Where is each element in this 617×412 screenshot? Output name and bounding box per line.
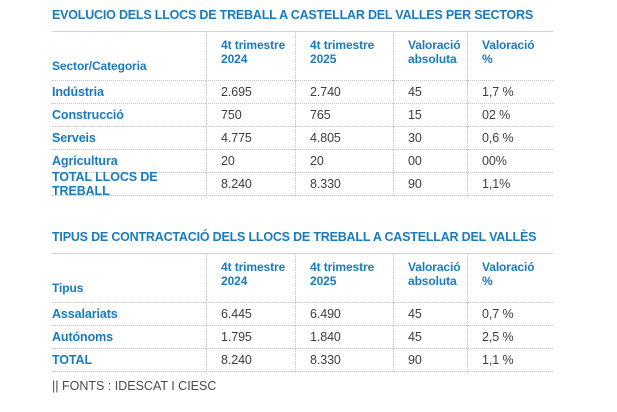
cell-value: 750 [206, 104, 295, 127]
column-header-line: absoluta [408, 274, 457, 288]
column-header-valoracio-pct: Valoració % [467, 254, 553, 303]
row-label-industria: Indústria [52, 81, 206, 104]
page-title-contractacio: TIPUS DE CONTRACTACIÓ DELS LLOCS DE TREB… [52, 230, 537, 244]
column-header-line: Valoració [482, 38, 535, 52]
column-header-line: 4t trimestre [221, 38, 286, 52]
row-label-assalariats: Assalariats [52, 303, 206, 326]
cell-value: 30 [393, 127, 467, 150]
column-header-tipus: Tipus [52, 254, 206, 303]
row-label-total: TOTAL [52, 349, 206, 372]
cell-value: 4.805 [295, 127, 393, 150]
cell-value: 20 [206, 150, 295, 173]
cell-value: 00% [467, 150, 553, 173]
column-header-line: Valoració [408, 38, 461, 52]
cell-value: 8.240 [206, 349, 295, 372]
column-header-4t-trimestre-2024: 4t trimestre 2024 [206, 32, 295, 81]
cell-value: 8.240 [206, 173, 295, 196]
cell-value: 6.445 [206, 303, 295, 326]
cell-value: 2.695 [206, 81, 295, 104]
cell-value: 1.795 [206, 326, 295, 349]
column-header-sector-categoria: Sector/Categoria [52, 32, 206, 81]
cell-value: 90 [393, 349, 467, 372]
column-header-line: 2024 [221, 274, 248, 288]
cell-value: 2,5 % [467, 326, 553, 349]
column-header-line: Valoració [482, 260, 535, 274]
column-header-4t-trimestre-2024: 4t trimestre 2024 [206, 254, 295, 303]
cell-value: 45 [393, 326, 467, 349]
column-header-line: absoluta [408, 52, 457, 66]
cell-value: 15 [393, 104, 467, 127]
column-header-valoracio-absoluta: Valoració absoluta [393, 254, 467, 303]
cell-value: 8.330 [295, 349, 393, 372]
cell-value: 1,7 % [467, 81, 553, 104]
contractacio-table: Tipus 4t trimestre 2024 4t trimestre 202… [52, 253, 553, 372]
cell-value: 90 [393, 173, 467, 196]
cell-value: 45 [393, 303, 467, 326]
column-header-valoracio-pct: Valoració % [467, 32, 553, 81]
cell-value: 1,1% [467, 173, 553, 196]
column-header-line: Valoració [408, 260, 461, 274]
cell-value: 20 [295, 150, 393, 173]
column-header-line: 2025 [310, 52, 337, 66]
cell-value: 1,1 % [467, 349, 553, 372]
column-header-line: % [482, 274, 493, 288]
column-header-line: 4t trimestre [310, 260, 375, 274]
cell-value: 00 [393, 150, 467, 173]
cell-value: 765 [295, 104, 393, 127]
column-header-4t-trimestre-2025: 4t trimestre 2025 [295, 254, 393, 303]
cell-value: 8.330 [295, 173, 393, 196]
cell-value: 0,7 % [467, 303, 553, 326]
cell-value: 2.740 [295, 81, 393, 104]
row-label-total-llocs: TOTAL LLOCS DE TREBALL [52, 170, 206, 198]
column-header-line: 2025 [310, 274, 337, 288]
column-header-line: 4t trimestre [310, 38, 375, 52]
cell-value: 0,6 % [467, 127, 553, 150]
sectors-table: Sector/Categoria 4t trimestre 2024 4t tr… [52, 31, 553, 198]
cell-value: 4.775 [206, 127, 295, 150]
row-label-autonoms: Autónoms [52, 326, 206, 349]
cell-value: 45 [393, 81, 467, 104]
page-title-sectors: EVOLUCIO DELS LLOCS DE TREBALL A CASTELL… [52, 8, 534, 22]
row-label-agricultura: Agricultura [52, 150, 206, 173]
column-header-line: % [482, 52, 493, 66]
row-label-serveis: Serveis [52, 127, 206, 150]
column-header-line: 2024 [221, 52, 248, 66]
column-header-4t-trimestre-2025: 4t trimestre 2025 [295, 32, 393, 81]
column-header-valoracio-absoluta: Valoració absoluta [393, 32, 467, 81]
cell-value: 1.840 [295, 326, 393, 349]
cell-value: 02 % [467, 104, 553, 127]
row-label-construccio: Construcció [52, 104, 206, 127]
column-header-line: 4t trimestre [221, 260, 286, 274]
cell-value: 6.490 [295, 303, 393, 326]
sources-footnote: || FONTS : IDESCAT I CIESC [52, 379, 217, 393]
